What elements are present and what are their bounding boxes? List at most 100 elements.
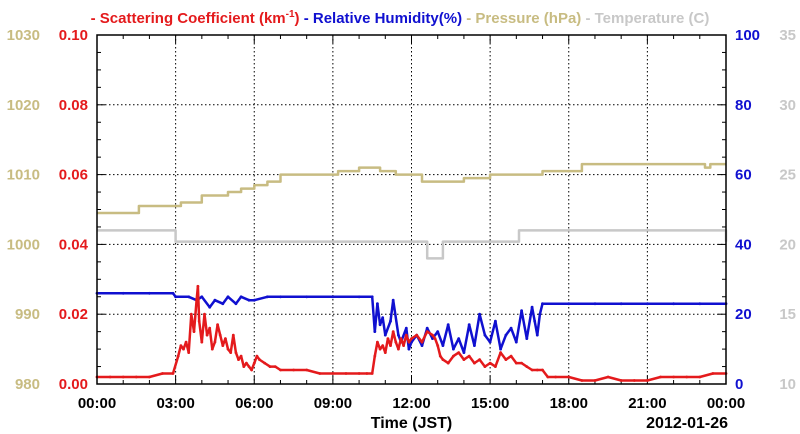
scattering-point — [462, 358, 466, 361]
scattering-point — [179, 344, 183, 347]
scattering-point — [541, 368, 544, 372]
scattering-point — [184, 340, 188, 344]
scattering-tick-label: 0.10 — [59, 27, 88, 44]
humidity-point — [441, 344, 445, 347]
scattering-point — [229, 351, 233, 354]
scattering-point — [134, 375, 138, 379]
humidity-point — [391, 298, 395, 302]
humidity-point — [646, 302, 649, 306]
humidity-point — [483, 333, 487, 337]
scattering-point — [433, 337, 437, 340]
legend-suffix: ) — [295, 10, 300, 27]
scattering-point — [580, 379, 584, 382]
scattering-point — [452, 354, 455, 358]
scattering-tick-label: 0.00 — [59, 376, 88, 393]
scattering-tick-label: 0.02 — [59, 306, 88, 323]
humidity-point — [533, 319, 537, 323]
humidity-point — [148, 291, 151, 295]
temperature-tick-label: 25 — [779, 167, 796, 184]
scattering-point — [255, 354, 259, 358]
pressure-tick-label: 1020 — [7, 97, 40, 114]
time-axis: 00:00 03:00 06:00 09:00 12:00 15:00 18:00 21:00… — [78, 395, 745, 412]
x-tick-label: 00:00 — [78, 395, 116, 412]
scattering-point — [593, 379, 597, 382]
scattering-point — [218, 333, 222, 337]
scattering-tick-label: 0.08 — [59, 97, 88, 114]
humidity-tick-label: 100 — [735, 27, 760, 44]
humidity-point — [593, 302, 597, 306]
scattering-point — [108, 375, 112, 379]
scattering-point — [373, 354, 377, 358]
humidity-point — [247, 298, 251, 302]
scattering-point — [554, 375, 557, 379]
scattering-point — [391, 330, 395, 333]
humidity-tick-label: 80 — [735, 97, 752, 114]
scattering-point — [619, 379, 623, 382]
humidity-point — [446, 323, 450, 327]
scattering-point — [410, 337, 413, 340]
scattering-point — [205, 333, 209, 337]
scattering-point — [279, 368, 282, 372]
scattering-point — [567, 375, 571, 379]
scattering-point — [698, 375, 702, 379]
humidity-point — [538, 312, 542, 316]
scattering-point — [197, 319, 201, 323]
scattering-point — [210, 347, 214, 351]
scattering-point — [148, 375, 151, 379]
legend-superscript: -1 — [286, 9, 295, 20]
humidity-point — [530, 305, 534, 309]
scattering-point — [494, 365, 497, 368]
temperature-tick-label: 15 — [779, 306, 796, 323]
series-layer — [95, 162, 728, 382]
humidity-point — [509, 326, 513, 330]
pressure-tick-label: 1000 — [7, 236, 40, 253]
legend-entry-rh: - Relative Humidity(%) — [300, 10, 463, 27]
humidity-point — [436, 330, 440, 333]
humidity-point — [488, 340, 492, 344]
humidity-point — [213, 298, 217, 302]
scattering-point — [208, 326, 212, 330]
x-tick-label: 21:00 — [628, 395, 666, 412]
temperature-tick-label: 30 — [779, 97, 796, 114]
humidity-point — [266, 295, 269, 299]
temperature-series-line — [97, 229, 728, 260]
temperature-axis: 10 15 20 25 30 35 — [779, 27, 796, 393]
scattering-point — [606, 375, 610, 379]
scattering-point — [478, 358, 481, 361]
humidity-point — [305, 295, 309, 299]
legend-text: - Scattering Coefficient (km-1) - Relati… — [91, 9, 710, 27]
humidity-point — [389, 319, 392, 323]
scattering-tick-label: 0.04 — [59, 236, 89, 253]
scattering-point — [196, 284, 200, 288]
scattering-point — [383, 351, 387, 354]
humidity-point — [226, 295, 230, 299]
scattering-point — [397, 347, 400, 351]
scattering-point — [195, 298, 199, 302]
humidity-point — [404, 326, 408, 330]
temperature-tick-label: 35 — [779, 27, 796, 44]
humidity-point — [420, 344, 424, 347]
scattering-point — [213, 340, 217, 344]
humidity-axis: 0 20 40 60 80 100 — [735, 27, 760, 393]
scattering-point — [659, 375, 662, 379]
humidity-tick-label: 0 — [735, 376, 743, 393]
humidity-point — [457, 337, 461, 340]
humidity-point — [514, 340, 518, 344]
x-tick-label: 12:00 — [392, 395, 430, 412]
scattering-point — [292, 368, 295, 372]
scattering-point — [431, 333, 434, 337]
temperature-tick-label: 20 — [779, 236, 796, 253]
scattering-point — [467, 354, 471, 358]
scattering-point — [420, 340, 424, 344]
scattering-point — [711, 372, 715, 375]
humidity-point — [373, 330, 377, 333]
humidity-point — [520, 309, 523, 313]
x-tick-label: 09:00 — [314, 395, 352, 412]
scattering-point — [394, 340, 398, 344]
humidity-point — [452, 347, 455, 351]
scattering-point — [344, 372, 348, 375]
scattering-point — [514, 361, 518, 365]
scattering-point — [441, 358, 445, 361]
